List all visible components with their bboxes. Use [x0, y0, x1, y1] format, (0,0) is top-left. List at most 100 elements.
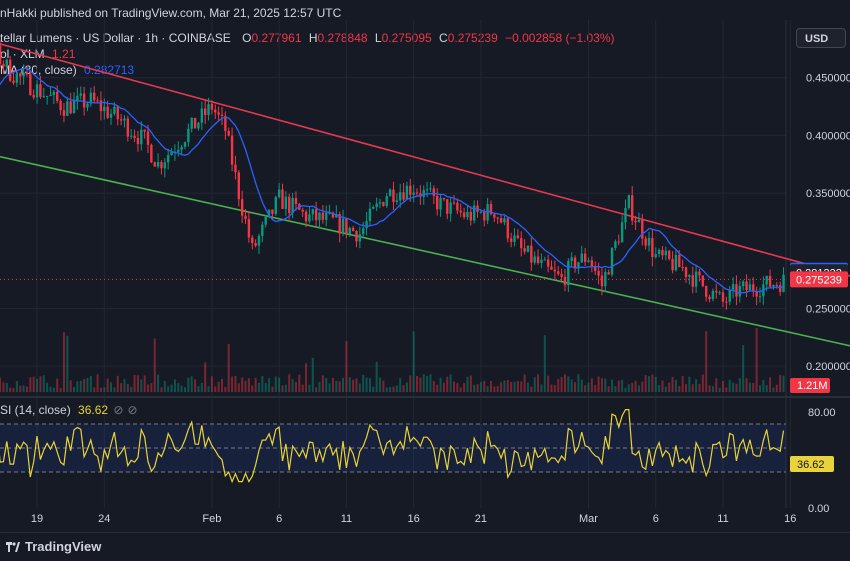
candle-body: [32, 95, 35, 98]
candle-body: [536, 256, 540, 264]
candle-body: [543, 259, 546, 261]
volume-bar: [365, 377, 368, 392]
candle-body: [69, 101, 72, 114]
volume-bar: [409, 375, 412, 392]
volume-bar: [725, 387, 728, 392]
volume-bar: [402, 385, 405, 392]
volume-bar: [476, 384, 479, 392]
volume-bar: [419, 377, 422, 392]
volume-bar: [624, 387, 627, 392]
volume-bar: [463, 383, 466, 392]
ohlc-low-value: 0.275095: [381, 31, 432, 45]
candle-body: [19, 73, 22, 77]
volume-bar: [143, 375, 146, 392]
candle-body: [79, 93, 82, 96]
volume-bar: [46, 382, 49, 392]
volume-bar: [574, 382, 577, 392]
volume-bar: [52, 387, 55, 392]
tradingview-logo[interactable]: TradingView: [6, 539, 101, 554]
volume-bar: [537, 374, 540, 392]
ohlc-open-value: 0.277961: [251, 31, 302, 45]
candle-body: [395, 200, 399, 202]
tradingview-brand: TradingView: [25, 539, 102, 554]
ohlc-low-label: L: [374, 31, 382, 45]
volume-bar: [0, 377, 2, 392]
volume-bar: [2, 382, 5, 392]
candle-body: [641, 219, 644, 239]
candle-body: [42, 96, 45, 98]
volume-legend[interactable]: ol · XLM 1.21: [0, 46, 75, 62]
volume-bar: [523, 374, 526, 392]
volume-bar: [73, 387, 76, 392]
time-tick-label: 19: [31, 513, 43, 525]
rsi-legend-label: SI (14, close): [0, 403, 71, 417]
volume-bar: [426, 376, 429, 392]
volume-bar: [385, 387, 388, 392]
volume-bar: [758, 385, 761, 392]
candle-body: [136, 137, 140, 145]
candle-body: [711, 290, 715, 300]
volume-bar: [557, 379, 560, 392]
candle-body: [405, 185, 409, 200]
volume-bar: [244, 380, 247, 392]
candle-body: [240, 199, 244, 216]
volume-bar: [547, 375, 550, 392]
candle-body: [156, 162, 160, 167]
volume-bar: [257, 382, 260, 392]
candle-body: [721, 292, 725, 302]
volume-bar: [765, 385, 768, 392]
candle-body: [15, 73, 19, 83]
volume-bar: [49, 386, 52, 392]
candle-body: [755, 291, 758, 297]
candle-body: [560, 273, 563, 277]
volume-bar: [321, 375, 324, 392]
volume-bar: [69, 380, 72, 392]
price-chart[interactable]: 0.450000 0.400000 0.350000 0.250000 0.200000…: [0, 0, 850, 532]
candle-body: [637, 219, 641, 223]
volume-bar: [738, 378, 741, 392]
volume-bar: [563, 374, 566, 392]
settings-icon[interactable]: ⊘: [127, 403, 138, 417]
candle-body: [62, 110, 66, 116]
currency-button[interactable]: USD: [796, 28, 846, 48]
volume-bar: [294, 382, 297, 392]
volume-bar: [769, 377, 772, 392]
candle-body: [499, 218, 503, 223]
candle-body: [103, 106, 106, 112]
candle-body: [150, 144, 153, 163]
candle-body: [281, 189, 284, 209]
volume-bar: [207, 386, 210, 392]
rsi-legend[interactable]: SI (14, close) 36.62 ⊘ ⊘: [0, 402, 140, 418]
volume-bar: [187, 377, 190, 392]
candle-body: [597, 270, 600, 276]
ma-legend[interactable]: MA (30, close) 0.282713: [0, 62, 134, 78]
candle-body: [335, 214, 338, 218]
hide-eye-icon[interactable]: ⊘: [113, 403, 124, 417]
symbol-name[interactable]: tellar Lumens · US Dollar · 1h · COINBAS…: [0, 31, 231, 45]
volume-bar: [268, 378, 271, 392]
volume-bar: [688, 376, 691, 392]
support-trendline: [0, 155, 850, 347]
ohlc-open-label: O: [242, 31, 252, 45]
volume-bar: [782, 375, 785, 392]
volume-bar: [261, 376, 264, 392]
volume-bar: [500, 382, 503, 392]
volume-bar: [752, 382, 755, 392]
candle-body: [523, 248, 526, 252]
volume-bar: [241, 377, 244, 392]
volume-bar: [627, 384, 630, 392]
candle-body: [153, 162, 156, 167]
candle-body: [627, 195, 631, 208]
candle-body: [362, 228, 365, 235]
volume-bar: [331, 377, 334, 392]
volume-bar: [358, 383, 361, 392]
candle-body: [661, 249, 664, 256]
candle-body: [378, 202, 382, 204]
price-tick-label: 0.400000: [806, 130, 850, 142]
volume-bar: [315, 387, 318, 392]
candle-body: [728, 289, 731, 302]
volume-bar: [520, 381, 523, 392]
candle-body: [590, 260, 594, 267]
volume-bar: [600, 378, 603, 392]
candle-body: [382, 202, 385, 206]
